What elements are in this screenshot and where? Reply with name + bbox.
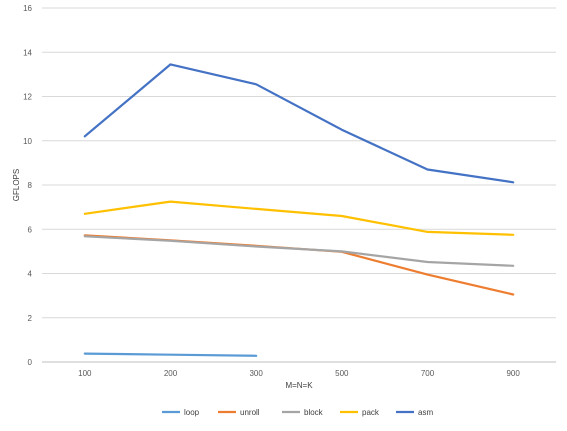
legend: loop unroll block pack asm <box>162 408 433 417</box>
x-tick-label: 200 <box>164 369 178 378</box>
legend-label-unroll: unroll <box>240 408 260 417</box>
watermark-text: 知乎 @MegEngine Bot <box>400 393 553 410</box>
y-tick-label: 4 <box>28 270 33 279</box>
y-tick-label: 12 <box>23 93 32 102</box>
series-line-block <box>83 235 515 267</box>
y-axis-ticks: 0 2 4 6 8 10 12 14 16 <box>23 4 32 367</box>
x-tick-label: 300 <box>249 369 263 378</box>
y-tick-label: 16 <box>23 4 32 13</box>
y-axis-title: GFLOPS <box>12 169 21 201</box>
y-tick-label: 8 <box>28 181 33 190</box>
x-tick-label: 700 <box>421 369 435 378</box>
y-tick-label: 10 <box>23 137 32 146</box>
legend-label-loop: loop <box>184 408 200 417</box>
legend-label-pack: pack <box>362 408 380 417</box>
y-tick-label: 0 <box>28 358 33 367</box>
x-tick-label: 100 <box>78 369 92 378</box>
y-tick-label: 14 <box>23 48 32 57</box>
series-lines <box>83 63 515 357</box>
x-tick-label: 500 <box>335 369 349 378</box>
x-axis-ticks: 100 200 300 500 700 900 <box>78 369 520 378</box>
series-line-asm <box>83 63 515 184</box>
y-tick-label: 2 <box>28 314 33 323</box>
x-tick-label: 900 <box>506 369 520 378</box>
series-line-pack <box>83 200 515 236</box>
y-tick-label: 6 <box>28 225 33 234</box>
legend-label-block: block <box>304 408 324 417</box>
gridlines <box>42 7 556 363</box>
legend-label-asm: asm <box>418 408 433 417</box>
x-axis-title: M=N=K <box>285 381 313 390</box>
series-line-loop <box>83 352 258 357</box>
